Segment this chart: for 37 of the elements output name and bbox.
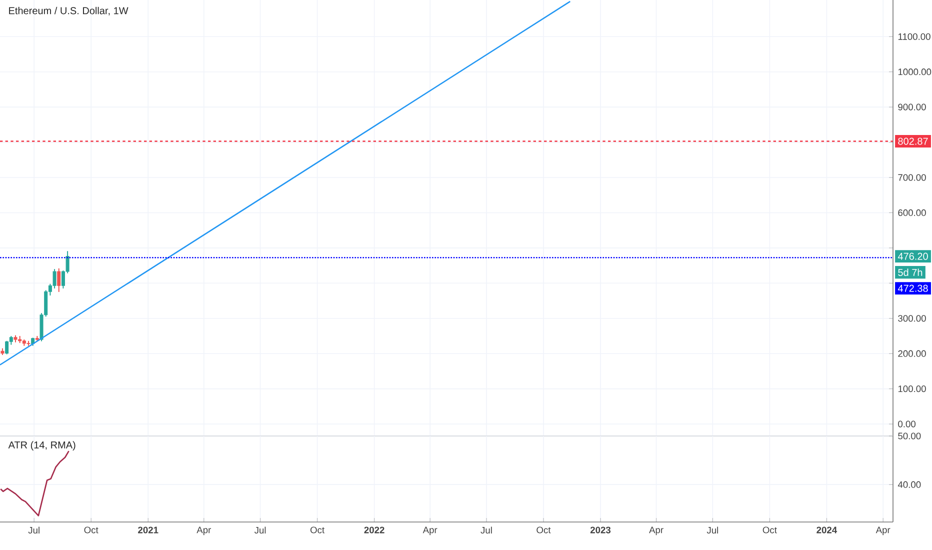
x-tick-label: 2022 [364, 526, 384, 534]
y-tick-label: 1100.00 [898, 33, 930, 40]
y-tick-label: 100.00 [898, 386, 926, 392]
candlestick [52, 268, 56, 289]
candlestick [5, 340, 9, 355]
y-tick-label: 40.00 [898, 481, 921, 488]
x-tick-label: Apr [196, 526, 211, 536]
x-tick-label: Oct [536, 526, 551, 534]
x-tick-label: Jul [480, 526, 492, 534]
x-tick-label: Apr [876, 526, 890, 536]
y-tick-label: 0.00 [898, 420, 916, 428]
x-tick-label: Oct [84, 526, 98, 534]
ref-line-label: 472.38 [898, 284, 928, 292]
y-tick-label: 200.00 [898, 350, 926, 357]
candlestick [57, 268, 61, 292]
x-tick-label: Jul [254, 526, 266, 534]
x-tick-label: Jul [28, 526, 40, 534]
y-tick-label: 50.00 [898, 432, 921, 440]
ref-line-label: 802.87 [898, 138, 928, 145]
y-tick-label: 700.00 [898, 174, 926, 181]
y-tick-label: 900.00 [898, 104, 926, 110]
y-tick-label: 600.00 [898, 209, 926, 216]
x-tick-label: Apr [422, 526, 438, 536]
y-tick-label: 1000.00 [898, 68, 932, 76]
text: Ethereum / U.S. Dollar, 1W [9, 6, 128, 16]
chart-title: ATR (14, RMA) [8, 441, 76, 450]
x-tick-label: 2021 [138, 526, 158, 534]
x-tick-label: 2024 [816, 526, 838, 534]
text: 5d 7h [898, 268, 922, 276]
x-tick-label: Jul [706, 526, 718, 534]
y-tick-label: 300.00 [898, 315, 926, 322]
annotation: 476.20 [898, 252, 928, 260]
line-series [0, 450, 70, 516]
x-tick-label: 2023 [590, 526, 611, 534]
x-tick-label: Apr [649, 526, 664, 536]
x-tick-label: Oct [762, 526, 777, 534]
x-tick-label: Oct [310, 526, 324, 534]
